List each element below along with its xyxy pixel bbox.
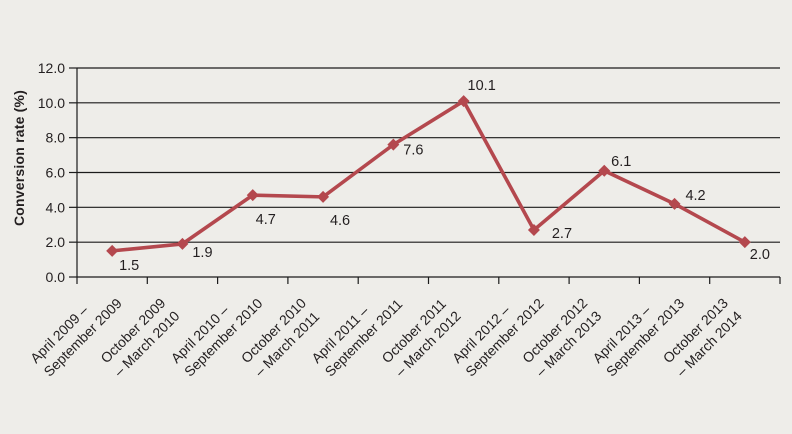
data-point-marker <box>387 138 400 151</box>
x-category-label: April 2013 –September 2013 <box>589 281 687 379</box>
x-category-label: April 2009 –September 2009 <box>27 281 125 379</box>
y-axis-title: Conversion rate (%) <box>11 89 27 227</box>
data-point-marker <box>598 164 611 177</box>
x-category-label: April 2012 –September 2012 <box>449 281 547 379</box>
y-tick-label: 12.0 <box>38 60 65 76</box>
data-point-marker <box>106 244 119 257</box>
data-value-label: 2.7 <box>552 226 572 242</box>
data-value-label: 4.7 <box>256 212 276 228</box>
data-value-label: 1.9 <box>192 245 212 261</box>
data-point-marker <box>176 237 189 250</box>
data-value-label: 4.2 <box>685 188 705 204</box>
data-value-label: 1.5 <box>119 258 139 274</box>
y-tick-label: 6.0 <box>46 165 66 181</box>
data-point-marker <box>738 236 751 249</box>
data-value-label: 2.0 <box>750 247 770 263</box>
data-value-label: 7.6 <box>403 143 423 159</box>
series-line <box>110 99 747 253</box>
data-point-marker <box>246 189 259 202</box>
y-tick-label: 4.0 <box>46 199 66 215</box>
data-point-marker <box>457 95 470 108</box>
data-value-label: 4.6 <box>330 213 350 229</box>
y-tick-label: 8.0 <box>46 130 66 146</box>
y-tick-label: 10.0 <box>38 95 65 111</box>
data-point-marker <box>668 197 681 210</box>
data-point-marker <box>527 223 540 236</box>
y-tick-label: 0.0 <box>46 269 66 285</box>
data-value-label: 6.1 <box>611 154 631 170</box>
data-point-marker <box>317 190 330 203</box>
y-tick-label: 2.0 <box>46 234 66 250</box>
data-value-label: 10.1 <box>468 78 496 94</box>
x-category-label: April 2010 –September 2010 <box>168 281 266 379</box>
